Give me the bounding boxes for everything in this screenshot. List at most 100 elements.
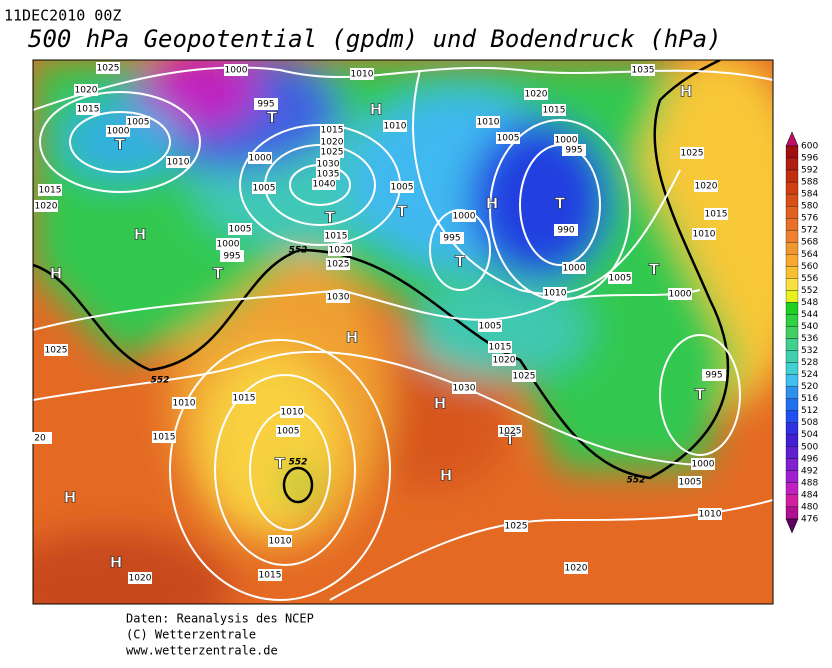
label-box — [496, 132, 520, 144]
pressure-center: T — [555, 195, 566, 213]
isobar-label: 995 — [443, 234, 460, 244]
label-box — [668, 288, 692, 300]
label-box — [316, 158, 340, 170]
label-box — [680, 147, 704, 159]
label-box — [608, 272, 632, 284]
label-box — [320, 136, 344, 148]
pressure-center: H — [134, 226, 147, 244]
colorbar-tick-label: 568 — [801, 238, 818, 248]
label-box — [172, 397, 196, 409]
labels: 1025 1000 1010 1035 1020 995 1020 1015 1005 1015 1… — [28, 62, 728, 584]
isobar-label: 1010 — [281, 408, 304, 418]
isobar-label: 995 — [257, 100, 274, 110]
colorbar-swatch — [785, 458, 799, 471]
isobar-label: 1015 — [233, 394, 256, 404]
label-box — [126, 116, 150, 128]
map-frame — [32, 59, 774, 605]
isobar-label: 1010 — [384, 122, 407, 132]
isobar-label: 990 — [557, 226, 574, 236]
isobar-label: 1035 — [632, 66, 655, 76]
isobar-label: 1005 — [609, 274, 632, 284]
label-box — [542, 104, 566, 116]
pressure-center: T — [267, 109, 278, 127]
colorbar-arrow — [785, 131, 799, 147]
label-box — [28, 432, 52, 444]
colorbar-tick-label: 556 — [801, 274, 818, 284]
colorbar-tick-label: 528 — [801, 358, 818, 368]
colorbar: 600 596 592 588 584 580 576 572 568 564 560 556 552 5… — [785, 131, 818, 534]
pressure-center: H — [370, 101, 383, 119]
label-box — [476, 116, 500, 128]
label-box — [312, 178, 336, 190]
colorbar-tick-label: 504 — [801, 430, 818, 440]
label-box — [76, 103, 100, 115]
colorbar-swatch — [785, 446, 799, 459]
isobar-label: 1010 — [693, 230, 716, 240]
colorbar-swatch — [785, 254, 799, 267]
isobar-label: 1015 — [39, 186, 62, 196]
label-box — [631, 64, 655, 76]
label-box — [106, 125, 130, 137]
isobar-label: 1020 — [695, 182, 718, 192]
isobar-label: 1005 — [497, 134, 520, 144]
colorbar-swatch — [785, 218, 799, 231]
colorbar-swatch — [785, 193, 799, 207]
isobar-label: 1025 — [681, 149, 704, 159]
label-box — [702, 369, 726, 381]
colorbar-tick-label: 508 — [801, 418, 818, 428]
label-box — [440, 232, 464, 244]
colorbar-swatch — [785, 290, 799, 303]
label-box — [383, 120, 407, 132]
colorbar-swatch — [785, 181, 799, 195]
pressure-center: H — [50, 265, 63, 283]
isobar-label: 1010 — [477, 118, 500, 128]
colorbar-tick-label: 532 — [801, 346, 818, 356]
isobar-label: 1015 — [77, 105, 100, 115]
label-box — [554, 134, 578, 146]
isobar-label: 1000 — [453, 212, 476, 222]
isobar-label: 1010 — [269, 537, 292, 547]
footer-line: (C) Wetterzentrale — [126, 628, 256, 642]
colorbar-swatch — [785, 494, 799, 508]
label-box — [554, 224, 578, 236]
isobar-label: 1020 — [321, 138, 344, 148]
label-box — [248, 152, 272, 164]
colorbar-tick-label: 516 — [801, 394, 818, 404]
colorbar-swatch — [785, 374, 799, 387]
colorbar-tick-label: 476 — [801, 514, 818, 524]
isobar-label: 1020 — [75, 86, 98, 96]
isobar-label: 1020 — [129, 574, 152, 584]
isobar-label: 1015 — [321, 126, 344, 136]
contour-label: 552 — [289, 458, 308, 468]
colorbar-swatch — [785, 302, 799, 315]
isobar-label: 1000 — [249, 154, 272, 164]
pressure-center: H — [440, 467, 453, 485]
label-box — [691, 458, 715, 470]
colorbar-tick-label: 480 — [801, 502, 818, 512]
pressure-center: T — [649, 261, 660, 279]
colorbar-swatch — [785, 470, 799, 483]
isobar-label: 1030 — [453, 384, 476, 394]
pressure-center: H — [680, 83, 693, 101]
colorbar-tick-label: 512 — [801, 406, 818, 416]
isobar-label: 995 — [565, 146, 582, 156]
colorbar-swatch — [785, 169, 799, 183]
label-box — [232, 392, 256, 404]
pressure-center: T — [115, 136, 126, 154]
label-box — [543, 287, 567, 299]
label-box — [320, 146, 344, 158]
isobar-label: 1015 — [489, 343, 512, 353]
colorbar-arrow — [785, 518, 799, 534]
label-box — [350, 68, 374, 80]
colorbar-tick-label: 560 — [801, 262, 818, 272]
pressure-center: T — [695, 386, 706, 404]
colorbar-tick-label: 524 — [801, 370, 818, 380]
colorbar-swatch — [785, 266, 799, 279]
isobar-label: 1035 — [317, 170, 340, 180]
label-box — [224, 64, 248, 76]
colorbar-swatch — [785, 434, 799, 447]
pressure-center: T — [213, 265, 224, 283]
isobar-label: 1040 — [313, 180, 336, 190]
label-box — [228, 223, 252, 235]
